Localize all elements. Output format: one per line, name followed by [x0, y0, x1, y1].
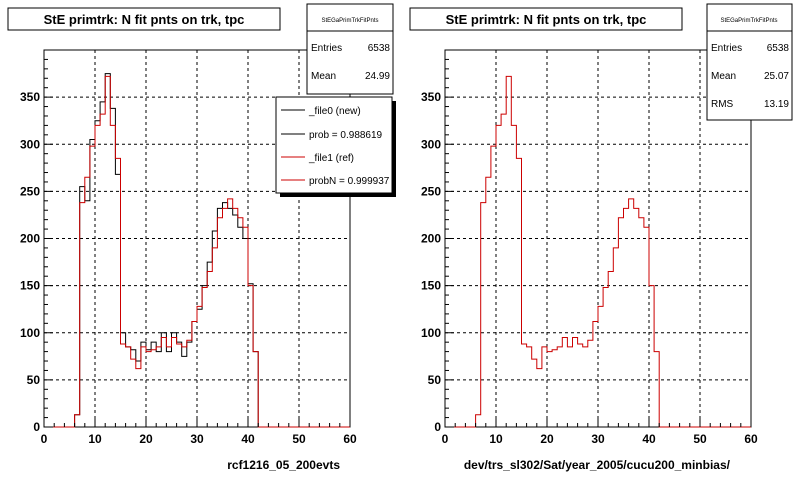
- left-grid: [44, 50, 350, 427]
- left-stats-label-mean: Mean: [311, 71, 336, 82]
- left-x-tick-label-10: 10: [88, 432, 102, 446]
- left-x-tick-label-50: 50: [292, 432, 306, 446]
- right-stats-frame: [706, 3, 793, 121]
- right-series-group: [445, 75, 751, 428]
- left-x-axis-label: rcf1216_05_200evts: [227, 458, 340, 472]
- left-legend: _file0 (new) prob = 0.988619 _file1 (ref…: [275, 96, 396, 197]
- right-x-tick-label-40: 40: [642, 432, 656, 446]
- right-title-box: [409, 7, 683, 31]
- right-x-tick-label-20: 20: [540, 432, 554, 446]
- legend-label-new: _file0 (new): [308, 106, 361, 117]
- left-y-tick-label-300: 300: [20, 137, 40, 151]
- right-chart-title: StE primtrk: N fit pnts on trk, tpc: [446, 12, 647, 27]
- left-series-0-histogram: [44, 73, 350, 428]
- legend-label-probn: probN = 0.999937: [309, 176, 390, 187]
- legend-frame: [275, 96, 393, 194]
- left-y-tick-label-250: 250: [20, 184, 40, 198]
- left-y-tick-label-100: 100: [20, 326, 40, 340]
- left-title-box: [7, 7, 281, 31]
- right-x-tick-label-10: 10: [489, 432, 503, 446]
- left-series-1-histogram: [44, 75, 350, 428]
- left-x-tick-label-20: 20: [139, 432, 153, 446]
- right-stats-header: StEGaPrimTrkFitPnts: [720, 18, 777, 24]
- left-chart-title: StE primtrk: N fit pnts on trk, tpc: [44, 12, 245, 27]
- right-stats-value-mean: 25.07: [764, 71, 789, 82]
- left-stats-box: StEGaPrimTrkFitPnts Entries 6538 Mean 24…: [306, 3, 394, 95]
- right-x-tick-label-30: 30: [591, 432, 605, 446]
- right-stats-value-entries: 6538: [767, 43, 790, 54]
- right-y-tick-label-350: 350: [421, 90, 441, 104]
- right-stats-value-rms: 13.19: [764, 99, 789, 110]
- right-y-tick-label-50: 50: [428, 373, 442, 387]
- left-histogram-pad: 0 10 20 30 40 50 60 0 50 100 150 200 250 300 350 StE p…: [7, 3, 396, 472]
- right-stats-box: StEGaPrimTrkFitPnts Entries 6538 Mean 25…: [706, 3, 793, 121]
- right-y-tick-label-100: 100: [421, 326, 441, 340]
- left-series-group: [44, 73, 350, 428]
- left-x-tick-label-40: 40: [241, 432, 255, 446]
- left-stats-header: StEGaPrimTrkFitPnts: [321, 18, 378, 24]
- right-x-tick-label-50: 50: [693, 432, 707, 446]
- left-stats-frame: [306, 3, 394, 95]
- right-y-tick-label-200: 200: [421, 232, 441, 246]
- left-y-tick-label-150: 150: [20, 279, 40, 293]
- legend-label-ref: _file1 (ref): [308, 153, 354, 164]
- left-y-tick-label-350: 350: [20, 90, 40, 104]
- left-y-tick-label-50: 50: [27, 373, 41, 387]
- left-y-tick-label-0: 0: [33, 420, 40, 434]
- left-stats-value-mean: 24.99: [365, 71, 390, 82]
- right-axes: 0 10 20 30 40 50 60 0 50 100 150 200 250 300 350: [421, 58, 758, 446]
- right-series-0-histogram: [445, 75, 751, 428]
- right-stats-label-rms: RMS: [711, 99, 734, 110]
- right-x-axis-label: dev/trs_sl302/Sat/year_2005/cucu200_minb…: [464, 458, 731, 472]
- left-stats-label-entries: Entries: [311, 43, 342, 54]
- right-stats-label-entries: Entries: [711, 43, 742, 54]
- right-histogram-pad: 0 10 20 30 40 50 60 0 50 100 150 200 250 300 350 StE p…: [409, 3, 793, 472]
- left-axes: 0 10 20 30 40 50 60 0 50 100 150 200 250 300 350: [20, 58, 357, 446]
- legend-label-prob: prob = 0.988619: [309, 130, 383, 141]
- left-y-tick-label-200: 200: [20, 232, 40, 246]
- left-x-tick-label-60: 60: [343, 432, 357, 446]
- left-x-tick-label-30: 30: [190, 432, 204, 446]
- right-y-tick-label-0: 0: [434, 420, 441, 434]
- right-x-tick-label-60: 60: [744, 432, 758, 446]
- right-y-tick-label-300: 300: [421, 137, 441, 151]
- left-x-tick-label-0: 0: [41, 432, 48, 446]
- right-y-tick-label-250: 250: [421, 184, 441, 198]
- right-x-tick-label-0: 0: [442, 432, 449, 446]
- left-stats-value-entries: 6538: [368, 43, 391, 54]
- right-stats-label-mean: Mean: [711, 71, 736, 82]
- right-y-tick-label-150: 150: [421, 279, 441, 293]
